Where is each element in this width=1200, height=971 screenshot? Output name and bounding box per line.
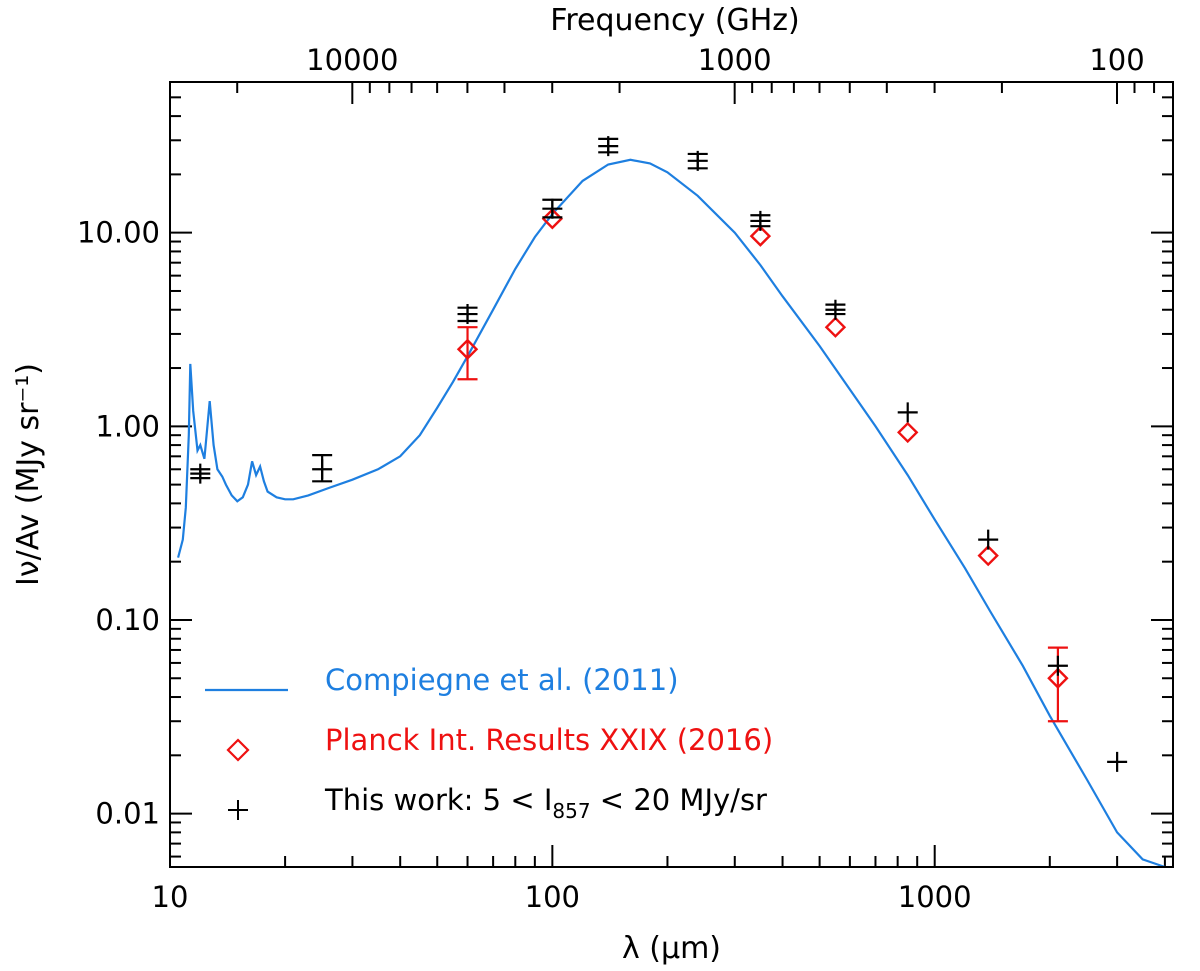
this-work-point bbox=[750, 210, 771, 231]
this-work-point bbox=[598, 136, 619, 157]
plot-frame bbox=[169, 81, 1174, 868]
this-work-point bbox=[542, 198, 563, 219]
x-tick-label: 100 bbox=[525, 880, 580, 914]
axis-ticks: 10 100 1000 10000 1000 100 0.01 0.10 1.00 10.00 bbox=[77, 43, 1173, 914]
planck-point bbox=[897, 421, 919, 444]
this-work-point bbox=[1107, 751, 1128, 772]
this-work-point bbox=[1047, 655, 1068, 676]
planck-point bbox=[977, 544, 999, 567]
planck-points bbox=[456, 208, 1069, 723]
legend-planck-label: Planck Int. Results XXIX (2016) bbox=[325, 723, 773, 757]
legend-model-label: Compiegne et al. (2011) bbox=[325, 663, 679, 697]
legend-this-work-label: This work: 5 < I857 < 20 MJy/sr bbox=[324, 783, 767, 823]
planck-point bbox=[456, 338, 479, 360]
legend-this-work-marker bbox=[228, 800, 248, 820]
this-work-points bbox=[190, 136, 1128, 772]
planck-point bbox=[1047, 667, 1069, 689]
planck-point bbox=[541, 208, 564, 230]
this-work-point bbox=[897, 402, 918, 423]
top-axis-label: Frequency (GHz) bbox=[550, 3, 799, 38]
this-work-point bbox=[978, 529, 999, 550]
y-axis-label: Iν/Av (MJy sr⁻¹) bbox=[11, 363, 46, 586]
this-work-point bbox=[457, 304, 478, 325]
top-tick-label: 10000 bbox=[306, 43, 398, 77]
y-tick-label: 1.00 bbox=[95, 409, 160, 443]
legend-this-work-sub: 857 bbox=[552, 799, 590, 823]
top-tick-label: 100 bbox=[1089, 43, 1144, 77]
y-tick-label: 10.00 bbox=[77, 216, 160, 250]
legend-this-work-suffix: < 20 MJy/sr bbox=[591, 783, 767, 817]
planck-point bbox=[749, 225, 772, 247]
legend: Compiegne et al. (2011) Planck Int. Resu… bbox=[205, 663, 773, 823]
legend-planck-marker bbox=[226, 738, 250, 762]
top-tick-label: 1000 bbox=[698, 43, 772, 77]
this-work-point bbox=[825, 299, 846, 320]
this-work-point bbox=[190, 463, 211, 484]
y-tick-label: 0.10 bbox=[95, 603, 160, 637]
legend-this-work-prefix: This work: 5 < I bbox=[324, 783, 552, 817]
this-work-point bbox=[687, 150, 708, 171]
this-work-point bbox=[312, 459, 333, 480]
planck-errorbar bbox=[457, 326, 478, 381]
planck-point bbox=[824, 316, 847, 338]
compiegne-model-curve bbox=[177, 158, 1166, 869]
x-tick-label: 10 bbox=[152, 880, 189, 914]
y-tick-label: 0.01 bbox=[95, 797, 160, 831]
x-tick-label: 1000 bbox=[898, 880, 972, 914]
x-axis-label: λ (μm) bbox=[622, 931, 721, 966]
